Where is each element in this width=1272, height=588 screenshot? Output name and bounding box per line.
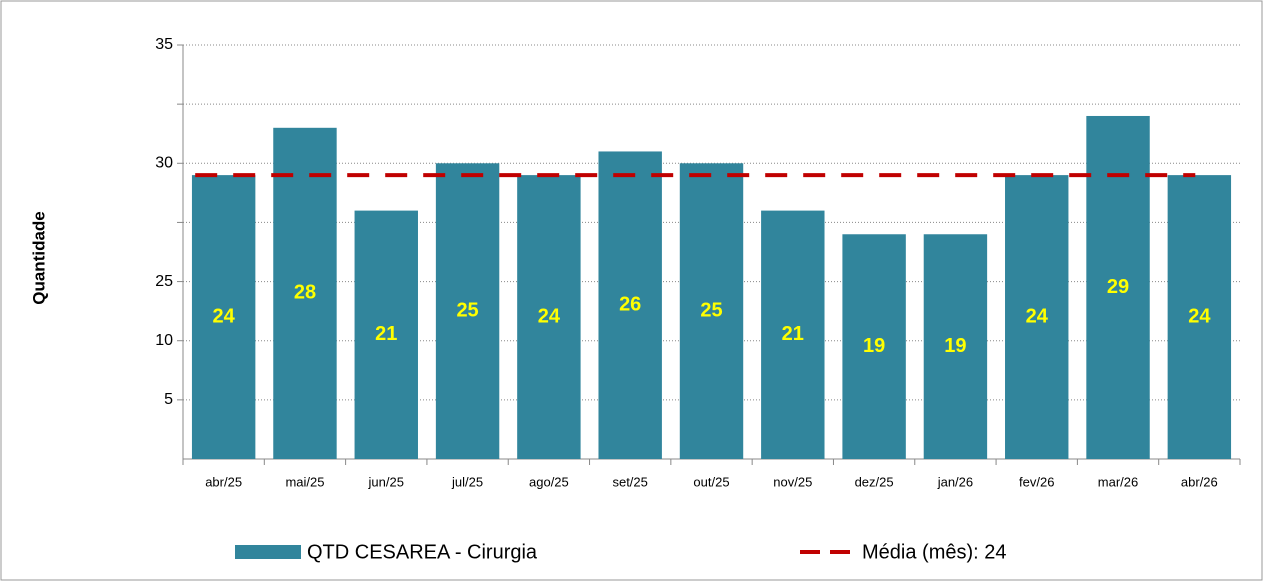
x-tick-label: out/25 xyxy=(693,474,729,489)
bar xyxy=(598,151,662,459)
data-label: 24 xyxy=(213,305,236,327)
bar xyxy=(761,210,825,459)
x-tick-label: set/25 xyxy=(612,474,647,489)
data-label: 19 xyxy=(863,335,885,357)
data-label: 19 xyxy=(944,335,966,357)
y-tick-label: 5 xyxy=(164,391,173,408)
x-tick-label: abr/25 xyxy=(205,474,242,489)
x-tick-label: jan/26 xyxy=(937,474,973,489)
x-tick-label: mar/26 xyxy=(1098,474,1138,489)
data-label: 25 xyxy=(456,299,478,321)
bar xyxy=(1167,175,1232,459)
y-tick-label: 35 xyxy=(155,36,173,53)
bar xyxy=(517,175,581,459)
bar xyxy=(273,127,337,460)
x-tick-label: mai/25 xyxy=(285,474,324,489)
data-label: 21 xyxy=(375,323,397,345)
y-tick-label: 25 xyxy=(155,273,173,290)
y-tick-label: 30 xyxy=(155,155,173,172)
y-tick-label: 10 xyxy=(155,332,173,349)
legend-label: QTD CESAREA - Cirurgia xyxy=(307,541,538,563)
x-tick-label: jul/25 xyxy=(451,474,483,489)
data-label: 29 xyxy=(1107,276,1129,298)
x-tick-label: dez/25 xyxy=(855,474,894,489)
bar xyxy=(923,234,988,459)
data-label: 24 xyxy=(538,305,561,327)
x-tick-label: nov/25 xyxy=(773,474,812,489)
bar xyxy=(435,163,500,460)
x-tick-label: jun/25 xyxy=(368,474,404,489)
bar xyxy=(354,210,418,459)
bar xyxy=(679,163,744,460)
bar xyxy=(191,175,256,459)
bar xyxy=(842,234,906,459)
data-label: 25 xyxy=(700,299,722,321)
x-tick-label: abr/26 xyxy=(1181,474,1218,489)
data-label: 26 xyxy=(619,294,641,316)
x-tick-label: fev/26 xyxy=(1019,474,1054,489)
data-label: 24 xyxy=(1188,305,1211,327)
data-label: 28 xyxy=(294,282,316,304)
legend-label: Média (mês): 24 xyxy=(862,541,1007,563)
y-axis-label: Quantidade xyxy=(29,211,48,305)
data-label: 24 xyxy=(1026,305,1049,327)
data-label: 21 xyxy=(782,323,804,345)
legend-swatch xyxy=(235,545,301,559)
x-tick-label: ago/25 xyxy=(529,474,569,489)
bar xyxy=(1005,175,1069,459)
